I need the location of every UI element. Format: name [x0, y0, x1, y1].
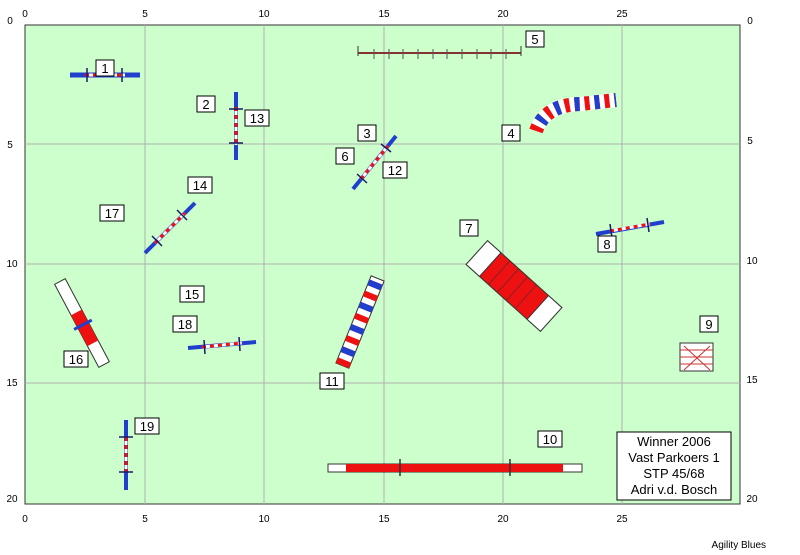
obstacle-4-tunnel	[529, 93, 617, 134]
label-12: 12	[382, 161, 408, 179]
right-tick: 10	[746, 256, 758, 267]
label-13: 13	[244, 109, 270, 127]
label-1: 1	[95, 59, 115, 77]
svg-text:19: 19	[140, 419, 154, 434]
left-tick: 20	[6, 494, 18, 505]
info-judge: Adri v.d. Bosch	[631, 482, 717, 497]
course-info-box: Winner 2006 Vast Parkoers 1 STP 45/68 Ad…	[616, 431, 732, 501]
left-axis: 0 5 10 15 20	[6, 16, 18, 505]
label-17: 17	[99, 204, 125, 222]
svg-text:17: 17	[105, 206, 119, 221]
svg-text:12: 12	[388, 163, 402, 178]
svg-text:10: 10	[543, 432, 557, 447]
bottom-tick: 5	[142, 514, 148, 525]
label-11: 11	[319, 372, 345, 390]
label-4: 4	[501, 124, 521, 142]
label-9: 9	[699, 315, 719, 333]
label-16: 16	[63, 350, 89, 368]
right-tick: 20	[746, 494, 758, 505]
svg-text:8: 8	[603, 237, 610, 252]
bottom-tick: 0	[22, 514, 28, 525]
label-7: 7	[459, 219, 479, 237]
top-tick: 15	[378, 9, 390, 20]
svg-text:14: 14	[193, 178, 207, 193]
obstacle-5-dogwalk	[357, 46, 522, 59]
label-19: 19	[134, 417, 160, 435]
svg-text:3: 3	[363, 126, 370, 141]
right-tick: 0	[747, 16, 753, 27]
left-tick: 15	[6, 378, 18, 389]
left-tick: 5	[7, 140, 13, 151]
info-title: Winner 2006	[637, 434, 711, 449]
svg-text:4: 4	[507, 126, 514, 141]
obstacle-16-seesaw	[53, 278, 111, 368]
obstacle-12-jump	[351, 134, 398, 191]
label-6: 6	[335, 147, 355, 165]
obstacle-9-table	[679, 342, 714, 372]
top-tick: 10	[258, 9, 270, 20]
label-15: 15	[179, 285, 205, 303]
bottom-tick: 10	[258, 514, 270, 525]
label-10: 10	[537, 430, 563, 448]
label-5: 5	[525, 30, 545, 48]
label-8: 8	[597, 235, 617, 253]
obstacle-14-jump	[143, 201, 197, 255]
svg-text:6: 6	[341, 149, 348, 164]
right-tick: 15	[746, 375, 758, 386]
top-tick: 0	[22, 9, 28, 20]
bottom-tick: 15	[378, 514, 390, 525]
number-labels: 1 2 3 4 5 6 7 8 9 10 11 12 13 14 15 16 1…	[63, 30, 719, 448]
svg-text:7: 7	[465, 221, 472, 236]
bottom-tick: 20	[497, 514, 509, 525]
right-tick: 5	[747, 136, 753, 147]
obstacle-8-jump	[595, 217, 665, 239]
svg-text:18: 18	[178, 317, 192, 332]
obstacle-10-dogwalk	[327, 459, 583, 476]
label-18: 18	[172, 315, 198, 333]
info-course: Vast Parkoers 1	[628, 450, 720, 465]
label-3: 3	[357, 124, 377, 142]
info-stp: STP 45/68	[643, 466, 704, 481]
bottom-tick: 25	[616, 514, 628, 525]
left-tick: 0	[7, 16, 13, 27]
credit-text: Agility Blues	[712, 540, 766, 551]
svg-text:1: 1	[101, 61, 108, 76]
obstacle-11-seesaw	[335, 275, 385, 369]
label-14: 14	[187, 176, 213, 194]
top-tick: 25	[616, 9, 628, 20]
svg-text:15: 15	[185, 287, 199, 302]
svg-text:16: 16	[69, 352, 83, 367]
top-axis: 0 5 10 15 20 25	[22, 9, 628, 20]
obstacle-7-aframe	[465, 239, 563, 333]
svg-text:9: 9	[705, 317, 712, 332]
right-axis: 0 5 10 15 20	[746, 16, 758, 505]
top-tick: 5	[142, 9, 148, 20]
top-tick: 20	[497, 9, 509, 20]
label-2: 2	[196, 95, 216, 113]
obstacle-19-jump	[119, 420, 133, 490]
obstacle-18-jump	[187, 336, 257, 355]
bottom-axis: 0 5 10 15 20 25	[22, 514, 628, 525]
svg-text:13: 13	[250, 111, 264, 126]
svg-text:11: 11	[325, 374, 339, 389]
left-tick: 10	[6, 259, 18, 270]
svg-text:2: 2	[202, 97, 209, 112]
obstacle-13-jump	[229, 92, 243, 160]
svg-text:5: 5	[531, 32, 538, 47]
